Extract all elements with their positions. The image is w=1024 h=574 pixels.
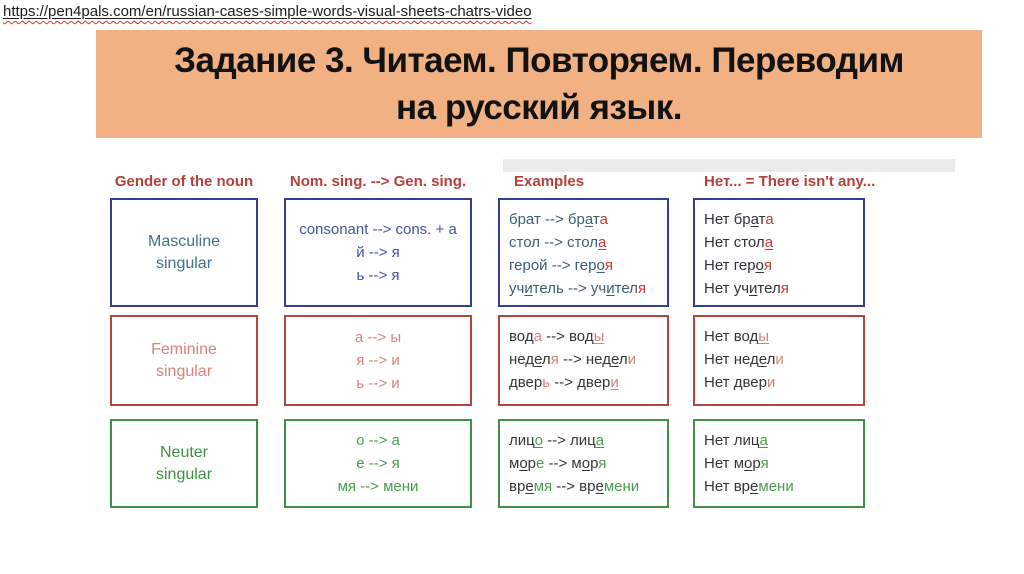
rules-box-feminine: а --> ы я --> и ь --> и bbox=[284, 315, 472, 406]
example-line: герой --> героя bbox=[509, 257, 613, 274]
source-url-link[interactable]: https://pen4pals.com/en/russian-cases-si… bbox=[3, 3, 532, 20]
rule-line: о --> а bbox=[356, 432, 400, 449]
title-banner: Задание 3. Читаем. Повторяем. Переводим … bbox=[96, 30, 982, 138]
negation-line: Нет моря bbox=[704, 455, 769, 472]
gender-label: Masculine bbox=[147, 232, 221, 250]
example-line: дверь --> двери bbox=[509, 374, 619, 391]
gender-label: singular bbox=[155, 362, 213, 380]
example-line: брат --> брата bbox=[509, 211, 608, 228]
negation-box-feminine: Нет воды Нет недели Нет двери bbox=[693, 315, 865, 406]
rule-line: ь --> я bbox=[356, 267, 400, 284]
gender-label: singular bbox=[155, 465, 213, 483]
rule-line: consonant --> cons. + a bbox=[299, 221, 457, 238]
rules-box-neuter: о --> а е --> я мя --> мени bbox=[284, 419, 472, 508]
example-line: море --> моря bbox=[509, 455, 607, 472]
rule-line: й --> я bbox=[356, 244, 400, 261]
negation-line: Нет двери bbox=[704, 374, 776, 391]
examples-box-masculine: брат --> брата стол --> стола герой --> … bbox=[498, 198, 669, 307]
rule-line: ь --> и bbox=[356, 375, 400, 392]
gender-label: Feminine bbox=[151, 340, 217, 358]
example-line: время --> времени bbox=[509, 478, 640, 495]
negation-line: Нет воды bbox=[704, 328, 770, 345]
rule-line: е --> я bbox=[356, 455, 400, 472]
examples-box-feminine: вода --> воды неделя --> недели дверь --… bbox=[498, 315, 669, 406]
gray-strip bbox=[503, 159, 955, 172]
header-gender: Gender of the noun bbox=[114, 173, 254, 190]
negation-line: Нет стола bbox=[704, 234, 774, 251]
gender-label: Neuter bbox=[159, 443, 209, 461]
gender-box-feminine: Feminine singular bbox=[110, 315, 258, 406]
rule-line: мя --> мени bbox=[337, 478, 419, 495]
header-nom-gen: Nom. sing. --> Gen. sing. bbox=[289, 173, 467, 190]
gender-box-neuter: Neuter singular bbox=[110, 419, 258, 508]
example-line: лицо --> лица bbox=[509, 432, 605, 449]
source-url-text: https://pen4pals.com/en/russian-cases-si… bbox=[3, 3, 532, 20]
slide-title-line1: Задание 3. Читаем. Повторяем. Переводим bbox=[174, 41, 904, 80]
negation-line: Нет лица bbox=[704, 432, 768, 449]
header-examples: Examples bbox=[514, 173, 585, 190]
example-line: вода --> воды bbox=[509, 328, 605, 345]
negation-box-neuter: Нет лица Нет моря Нет времени bbox=[693, 419, 865, 508]
negation-line: Нет времени bbox=[704, 478, 794, 495]
example-line: неделя --> недели bbox=[509, 351, 636, 368]
negation-line: Нет недели bbox=[704, 351, 784, 368]
rule-line: а --> ы bbox=[354, 329, 402, 346]
negation-box-masculine: Нет брата Нет стола Нет героя Нет учител… bbox=[693, 198, 865, 307]
gender-box-masculine: Masculine singular bbox=[110, 198, 258, 307]
example-line: учитель --> учителя bbox=[509, 280, 647, 297]
negation-line: Нет героя bbox=[704, 257, 773, 274]
examples-box-neuter: лицо --> лица море --> моря время --> вр… bbox=[498, 419, 669, 508]
slide-title-line2: на русский язык. bbox=[396, 88, 683, 127]
rules-box-masculine: consonant --> cons. + a й --> я ь --> я bbox=[284, 198, 472, 307]
negation-line: Нет брата bbox=[704, 211, 774, 228]
rule-line: я --> и bbox=[356, 352, 400, 369]
example-line: стол --> стола bbox=[509, 234, 607, 251]
negation-line: Нет учителя bbox=[704, 280, 789, 297]
gender-label: singular bbox=[155, 254, 213, 272]
header-net: Нет... = There isn't any... bbox=[704, 173, 876, 190]
